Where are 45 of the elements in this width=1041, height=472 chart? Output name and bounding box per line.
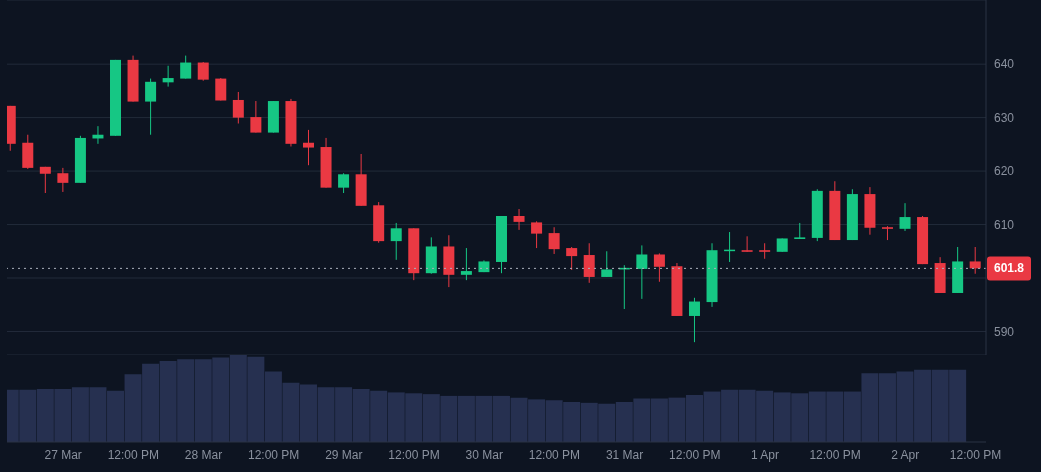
- ref-line-label: 601.8: [993, 261, 1025, 276]
- candlestick: [39, 166, 51, 194]
- x-tick-label: 2 Apr: [891, 447, 920, 462]
- candlestick: [145, 78, 157, 136]
- candlestick: [899, 202, 911, 232]
- candlestick: [969, 246, 981, 275]
- candlestick: [601, 250, 613, 278]
- candlestick: [460, 247, 472, 281]
- candlestick: [303, 129, 314, 166]
- y-tick-label: 640: [994, 57, 1015, 72]
- x-tick-label: 12:00 PM: [247, 447, 300, 462]
- candlestick: [636, 244, 648, 300]
- candlestick: [338, 172, 350, 194]
- candlestick: [197, 61, 209, 82]
- x-tick-label: 12:00 PM: [669, 447, 721, 462]
- y-tick-label: 620: [994, 164, 1015, 179]
- candlestick: [215, 77, 227, 102]
- y-tick-label: 630: [994, 110, 1015, 125]
- y-tick-label: 610: [994, 217, 1015, 232]
- candlestick: [653, 252, 665, 283]
- x-tick-label: 12:00 PM: [528, 447, 581, 462]
- candlestick: [162, 65, 174, 88]
- candlestick: [57, 167, 69, 193]
- candlestick: [513, 208, 525, 231]
- candlestick: [390, 222, 402, 261]
- x-tick-label: 1 Apr: [750, 447, 779, 462]
- x-tick-label: 12:00 PM: [949, 447, 1002, 462]
- candlestick: [180, 55, 192, 80]
- x-tick-label: 29 Mar: [325, 447, 363, 462]
- y-tick-label: 590: [994, 324, 1015, 339]
- candlestick: [531, 220, 543, 249]
- candlestick: [688, 297, 700, 343]
- x-tick-label: 12:00 PM: [388, 447, 440, 462]
- x-tick-label: 12:00 PM: [809, 447, 861, 462]
- candlestick: [548, 226, 560, 255]
- x-tick-label: 30 Mar: [465, 447, 503, 462]
- candlestick: [583, 242, 595, 284]
- candlestick: [250, 100, 262, 134]
- candlestick: [741, 235, 753, 253]
- x-tick-label: 27 Mar: [44, 447, 82, 462]
- candlestick: [566, 246, 578, 271]
- candlestick: [232, 91, 244, 124]
- x-tick-label: 28 Mar: [184, 447, 223, 462]
- x-tick-label: 12:00 PM: [107, 447, 160, 462]
- x-tick-label: 31 Mar: [605, 447, 644, 462]
